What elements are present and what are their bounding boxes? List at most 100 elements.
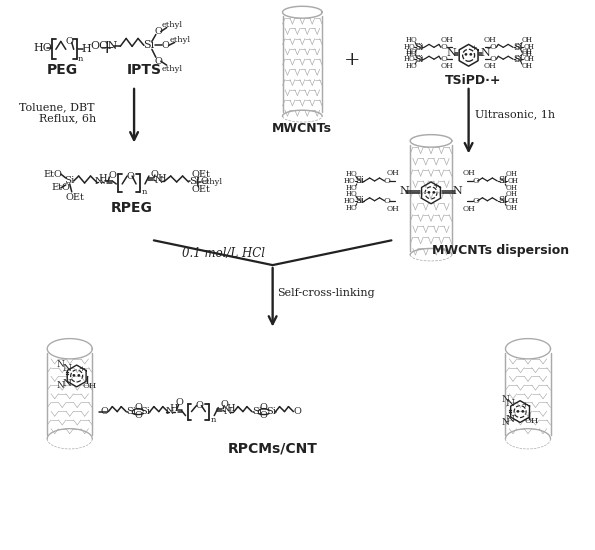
Text: H: H xyxy=(510,184,516,192)
Text: O: O xyxy=(383,197,390,205)
Text: O: O xyxy=(523,43,529,51)
Text: OH: OH xyxy=(462,169,475,177)
Text: OH: OH xyxy=(484,62,497,70)
Text: Si: Si xyxy=(513,55,522,64)
Text: H: H xyxy=(403,55,409,63)
Text: O: O xyxy=(351,170,356,178)
Text: Si: Si xyxy=(415,55,424,64)
Text: +: + xyxy=(343,51,360,69)
Text: Si: Si xyxy=(513,43,522,52)
Text: H: H xyxy=(82,45,92,54)
Text: ethyl: ethyl xyxy=(202,178,223,186)
Text: O: O xyxy=(440,55,447,63)
Text: O: O xyxy=(521,50,527,58)
Text: ethyl: ethyl xyxy=(162,20,183,29)
Text: O: O xyxy=(151,169,159,179)
Text: N: N xyxy=(62,379,71,388)
Text: N: N xyxy=(57,381,65,390)
Text: n: n xyxy=(78,55,83,63)
Text: MWCNTs: MWCNTs xyxy=(273,122,333,135)
Text: N: N xyxy=(399,186,409,196)
Text: O: O xyxy=(155,57,163,65)
Text: 0.1 mol/L HCl: 0.1 mol/L HCl xyxy=(181,247,265,260)
Text: H: H xyxy=(346,184,352,192)
Text: O: O xyxy=(411,48,416,56)
Text: Si: Si xyxy=(189,178,200,186)
Text: +: + xyxy=(470,45,477,52)
Text: n: n xyxy=(211,415,216,424)
Text: Si: Si xyxy=(355,197,364,205)
Text: MWCNTs dispersion: MWCNTs dispersion xyxy=(432,244,569,257)
Text: H: H xyxy=(346,204,352,212)
Text: H: H xyxy=(528,43,534,51)
Text: O: O xyxy=(293,407,301,416)
Text: O: O xyxy=(66,37,74,46)
Text: O: O xyxy=(134,411,142,420)
Text: O: O xyxy=(508,197,513,205)
Text: H: H xyxy=(526,48,532,56)
Text: N: N xyxy=(94,178,103,186)
Text: Toluene, DBT: Toluene, DBT xyxy=(19,102,95,112)
Text: O: O xyxy=(505,170,511,178)
Text: Reflux, 6h: Reflux, 6h xyxy=(39,114,96,124)
Text: OH: OH xyxy=(462,205,475,213)
Text: OH: OH xyxy=(83,382,96,390)
Text: OH: OH xyxy=(525,417,539,426)
Text: O: O xyxy=(505,184,511,192)
Text: O: O xyxy=(490,43,497,51)
Text: H: H xyxy=(510,170,516,178)
Text: H: H xyxy=(405,50,411,58)
Text: OEt: OEt xyxy=(192,169,211,179)
Text: O: O xyxy=(201,178,208,186)
Text: OH: OH xyxy=(440,62,453,70)
Text: Si: Si xyxy=(140,407,150,416)
Text: O: O xyxy=(162,41,170,50)
Text: H: H xyxy=(510,204,516,212)
Text: ••: •• xyxy=(71,371,83,381)
Text: O: O xyxy=(260,411,268,420)
Text: N: N xyxy=(155,177,163,185)
Text: Si: Si xyxy=(498,197,506,205)
Text: Si: Si xyxy=(498,177,506,185)
Text: Si: Si xyxy=(355,196,364,205)
Text: Si: Si xyxy=(498,177,507,185)
Text: O: O xyxy=(411,62,416,70)
Text: TSiPD·+: TSiPD·+ xyxy=(445,74,502,86)
Text: H: H xyxy=(405,62,411,70)
Text: H: H xyxy=(170,404,178,413)
Text: +: + xyxy=(522,400,528,409)
Text: N: N xyxy=(62,364,71,372)
Text: OH: OH xyxy=(387,205,400,213)
Text: Si: Si xyxy=(355,177,364,185)
Text: EtO: EtO xyxy=(51,183,70,192)
Text: O: O xyxy=(408,43,414,51)
Text: +: + xyxy=(78,365,85,373)
Text: HO: HO xyxy=(33,43,52,53)
Text: O: O xyxy=(521,36,527,45)
Text: O: O xyxy=(351,184,356,192)
Text: H: H xyxy=(405,36,411,45)
Text: EtO: EtO xyxy=(43,169,62,179)
Text: O: O xyxy=(351,204,356,212)
Text: O: O xyxy=(411,50,416,58)
Text: H: H xyxy=(227,404,236,413)
Text: O: O xyxy=(523,55,529,63)
Text: Self-cross-linking: Self-cross-linking xyxy=(278,288,375,298)
Text: O: O xyxy=(472,197,479,205)
Text: N: N xyxy=(224,407,233,416)
Text: Si: Si xyxy=(514,43,522,51)
Text: H: H xyxy=(344,197,350,205)
Text: n: n xyxy=(141,188,146,196)
Text: O: O xyxy=(196,401,203,410)
Text: Si: Si xyxy=(514,55,522,63)
Text: O: O xyxy=(220,400,228,409)
Text: O: O xyxy=(521,48,527,56)
Text: Si: Si xyxy=(415,43,424,51)
Text: H: H xyxy=(405,48,411,56)
Text: ethyl: ethyl xyxy=(170,36,191,45)
Text: Si: Si xyxy=(415,43,424,52)
Text: N: N xyxy=(447,48,456,58)
Text: O: O xyxy=(408,55,414,63)
Text: H: H xyxy=(344,177,350,185)
Text: ethyl: ethyl xyxy=(162,65,183,73)
